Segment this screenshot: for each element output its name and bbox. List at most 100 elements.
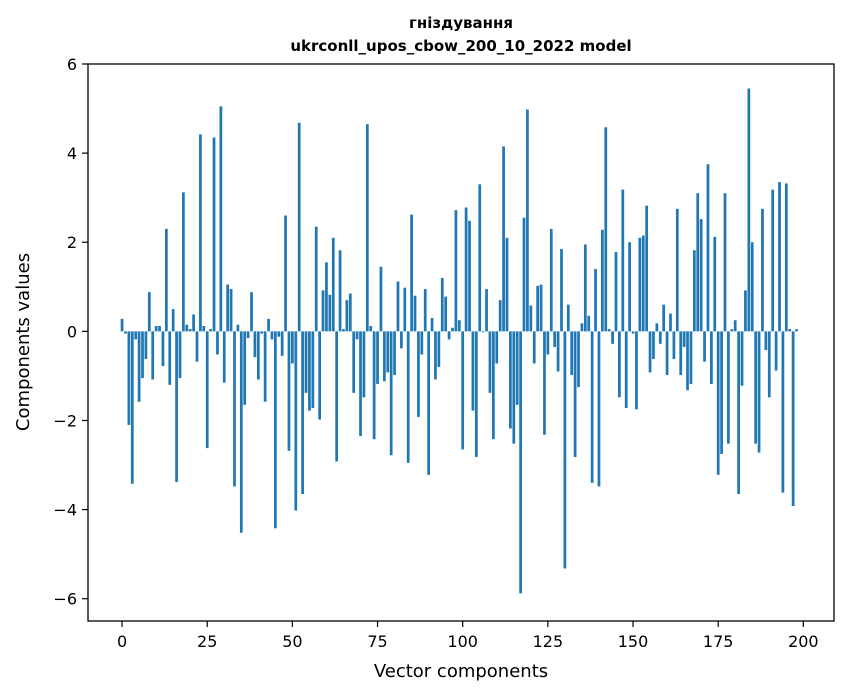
bar (492, 331, 495, 440)
bar (461, 331, 465, 450)
bar (188, 329, 192, 332)
bar (216, 331, 219, 355)
x-tick-label: 125 (533, 632, 564, 651)
bar (222, 331, 226, 383)
bar (655, 323, 659, 332)
bar (784, 183, 788, 332)
bar (474, 331, 478, 458)
x-tick-label: 0 (117, 632, 127, 651)
bar (372, 331, 376, 440)
bar (362, 331, 366, 398)
bar (737, 331, 740, 494)
bar (396, 281, 400, 332)
bar (301, 331, 304, 494)
bar (393, 331, 396, 376)
bar (471, 331, 475, 411)
bar (795, 329, 798, 332)
bar (457, 320, 461, 332)
bar (641, 235, 645, 332)
bar (703, 331, 706, 362)
bar (607, 329, 611, 332)
bar (679, 331, 683, 376)
bar (284, 215, 287, 332)
bar (706, 164, 710, 332)
bar (447, 331, 451, 340)
bar (669, 313, 672, 332)
bar (519, 331, 522, 594)
x-tick-label: 100 (447, 632, 478, 651)
bar (365, 124, 369, 332)
bar (253, 331, 257, 358)
bar (757, 331, 761, 453)
bar (379, 266, 383, 332)
bar (318, 331, 321, 420)
bar (273, 331, 277, 529)
bar (587, 315, 591, 332)
y-tick-label: 2 (67, 233, 77, 252)
bar (444, 296, 448, 332)
bar (539, 284, 543, 332)
bar (723, 193, 727, 332)
bar (750, 242, 754, 332)
bar (202, 326, 206, 332)
bar (236, 324, 240, 332)
bar (297, 122, 301, 332)
bar (219, 106, 223, 332)
bar (662, 304, 666, 332)
bar (686, 331, 689, 391)
bar (308, 331, 311, 411)
bar (549, 228, 553, 332)
bar (566, 304, 570, 332)
bar (291, 331, 294, 364)
bar (205, 331, 209, 449)
bar (665, 331, 669, 376)
bar (546, 331, 550, 355)
bar (526, 109, 529, 332)
bar (147, 292, 151, 332)
bar (556, 331, 560, 372)
bar (648, 331, 652, 373)
x-tick-label: 200 (788, 632, 819, 651)
bar (699, 219, 703, 332)
bar (515, 331, 519, 405)
bar (182, 192, 185, 332)
bar (767, 331, 771, 398)
bar (696, 193, 700, 332)
chart-subtitle: ukrconll_upos_cbow_200_10_2022 model (290, 37, 631, 55)
bar (335, 331, 339, 462)
bar (154, 326, 158, 332)
bar (423, 289, 427, 332)
y-tick-label: −4 (53, 501, 77, 520)
bar (778, 182, 781, 332)
bar (348, 293, 352, 332)
bar (464, 207, 468, 332)
bar (740, 331, 744, 386)
bar (614, 252, 618, 332)
bar (328, 294, 332, 332)
x-tick-label: 75 (367, 632, 387, 651)
bar (226, 284, 230, 332)
bar (560, 248, 563, 332)
bar (502, 146, 505, 332)
bar (144, 331, 148, 359)
bar (437, 331, 441, 368)
bar (229, 289, 233, 332)
bar (788, 329, 792, 332)
bar (624, 331, 628, 408)
bar (400, 331, 403, 349)
bar (127, 331, 131, 425)
bar (406, 331, 410, 463)
bar (342, 329, 345, 332)
bar (376, 331, 379, 384)
bar (536, 285, 540, 332)
bar (209, 329, 212, 332)
bar (427, 331, 431, 475)
bar (682, 331, 686, 347)
bar (512, 331, 516, 444)
bar (658, 331, 662, 344)
bar (692, 250, 696, 332)
bar (338, 250, 342, 332)
bar (287, 331, 291, 451)
bar (199, 134, 202, 332)
bar (744, 290, 747, 332)
